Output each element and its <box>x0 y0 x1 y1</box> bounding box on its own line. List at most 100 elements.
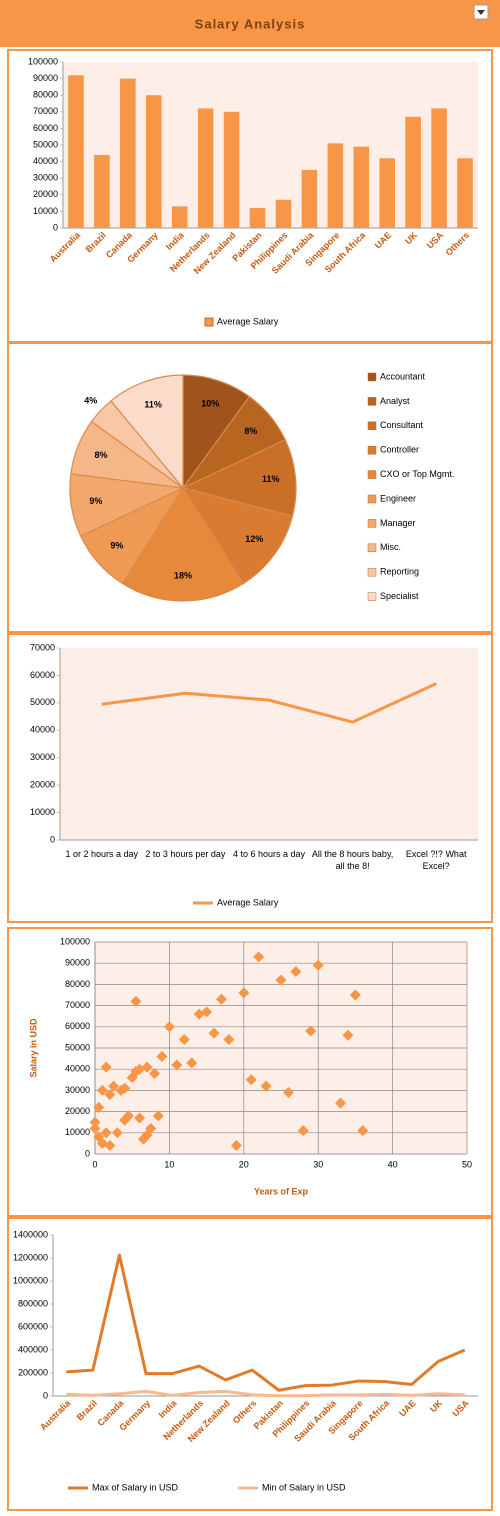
scatter-point <box>230 1140 242 1152</box>
legend-label: Accountant <box>380 371 426 381</box>
scatter-point <box>104 1140 116 1152</box>
y-tick-label: 0 <box>43 1390 48 1400</box>
legend-swatch <box>367 445 377 455</box>
legend-swatch <box>367 494 377 504</box>
scatter-point <box>186 1057 198 1069</box>
plot-area <box>60 648 478 840</box>
x-tick-label-box: All the 8 hours baby, all the 8! <box>311 849 394 871</box>
y-tick-label: 1000000 <box>13 1275 48 1285</box>
bar <box>249 208 266 228</box>
y-tick-label: 60000 <box>65 1021 90 1031</box>
scatter-point <box>312 959 324 971</box>
x-tick-label: 4 to 6 hours a day <box>232 849 306 859</box>
scatter-point <box>223 1034 235 1046</box>
y-tick-label: 1200000 <box>13 1252 48 1262</box>
scatter-point <box>89 1123 101 1135</box>
dropdown-arrow <box>477 10 485 15</box>
scatter-point <box>178 1034 190 1046</box>
scatter-point <box>163 1021 175 1033</box>
scatter-point <box>134 1112 146 1124</box>
legend-swatch <box>367 470 377 479</box>
scatter-point <box>215 993 227 1005</box>
legend-swatch <box>367 519 377 528</box>
y-tick-label: 50000 <box>33 139 58 149</box>
y-tick-label: 100000 <box>28 56 58 66</box>
y-tick-label: 20000 <box>30 780 55 790</box>
y-tick-label: 40000 <box>30 725 55 735</box>
scatter-point <box>253 951 265 963</box>
legend-label: CXO or Top Mgmt. <box>380 469 454 479</box>
x-tick-label: All the 8 hours baby, all the 8! <box>311 849 394 871</box>
pie-value-label: 11% <box>144 399 162 409</box>
bar <box>171 206 188 228</box>
y-tick-label: 0 <box>85 1148 90 1158</box>
scatter-point <box>93 1101 105 1113</box>
legend-label: Manager <box>380 518 416 528</box>
x-tick-label-box: 2 to 3 hours per day <box>145 849 226 859</box>
y-tick-label: 10000 <box>33 206 58 216</box>
y-tick-label: 1400000 <box>13 1229 48 1239</box>
y-tick-label: 30000 <box>30 752 55 762</box>
scatter-point <box>238 987 250 999</box>
pie-slice <box>110 374 184 490</box>
bar <box>120 78 136 228</box>
line-series <box>66 1253 466 1392</box>
y-tick-label: 60000 <box>33 123 58 133</box>
legend-label: Reporting <box>380 567 419 577</box>
scatter-point <box>145 1123 157 1135</box>
header-bar <box>0 0 500 47</box>
y-tick-label: 30000 <box>65 1085 90 1095</box>
x-tick-label: Excel ?!? What Excel? <box>405 849 467 871</box>
bar <box>379 158 395 228</box>
bar <box>327 143 344 228</box>
scatter-point <box>108 1080 120 1092</box>
legend-label: Engineer <box>380 493 416 503</box>
bar <box>301 169 318 228</box>
x-tick-label-box: 4 to 6 hours a day <box>232 849 306 859</box>
scatter-point <box>208 1027 220 1039</box>
y-tick-label: 20000 <box>65 1106 90 1116</box>
x-tick-label-box: 1 or 2 hours a day <box>66 849 139 859</box>
x-axis-title: Years of Exp <box>254 1186 309 1196</box>
line-series <box>66 1389 465 1398</box>
scatter-point <box>122 1110 134 1122</box>
scatter-point <box>171 1059 183 1071</box>
x-tick-label: 2 to 3 hours per day <box>145 849 226 859</box>
y-tick-label: 800000 <box>18 1298 48 1308</box>
y-tick-label: 50000 <box>65 1042 90 1052</box>
legend-swatch <box>367 372 377 382</box>
legend-label: Average Salary <box>217 897 279 907</box>
x-tick-label: 10 <box>164 1159 174 1169</box>
bar <box>94 154 110 228</box>
legend-swatch <box>367 421 377 431</box>
legend-label: Average Salary <box>217 316 279 326</box>
pie-value-label: 12% <box>245 534 263 544</box>
x-tick-label: 40 <box>388 1159 398 1169</box>
legend-label: Misc. <box>380 542 401 552</box>
y-tick-label: 60000 <box>30 670 55 680</box>
scatter-point <box>111 1127 123 1139</box>
legend-swatch <box>367 592 377 601</box>
pie-value-label: 8% <box>95 450 108 460</box>
pie-value-label: 11% <box>262 474 280 484</box>
y-tick-label: 80000 <box>33 90 58 100</box>
bar <box>197 108 214 228</box>
scatter-point <box>282 1087 294 1099</box>
scatter-point <box>349 989 361 1001</box>
scatter-point <box>96 1084 108 1096</box>
scatter-point <box>335 1097 347 1109</box>
scatter-point <box>342 1029 354 1041</box>
y-tick-label: 50000 <box>30 697 55 707</box>
legend-swatch <box>367 397 377 406</box>
pie-slice <box>181 439 297 517</box>
y-tick-label: 90000 <box>65 958 90 968</box>
bar <box>405 116 421 228</box>
scatter-point <box>156 1050 168 1062</box>
bar <box>223 111 240 228</box>
x-tick-label: 30 <box>313 1159 323 1169</box>
pie-value-label: 9% <box>89 496 102 506</box>
legend-label: Analyst <box>380 396 410 406</box>
y-tick-label: 100000 <box>60 936 90 946</box>
bar <box>431 108 447 228</box>
